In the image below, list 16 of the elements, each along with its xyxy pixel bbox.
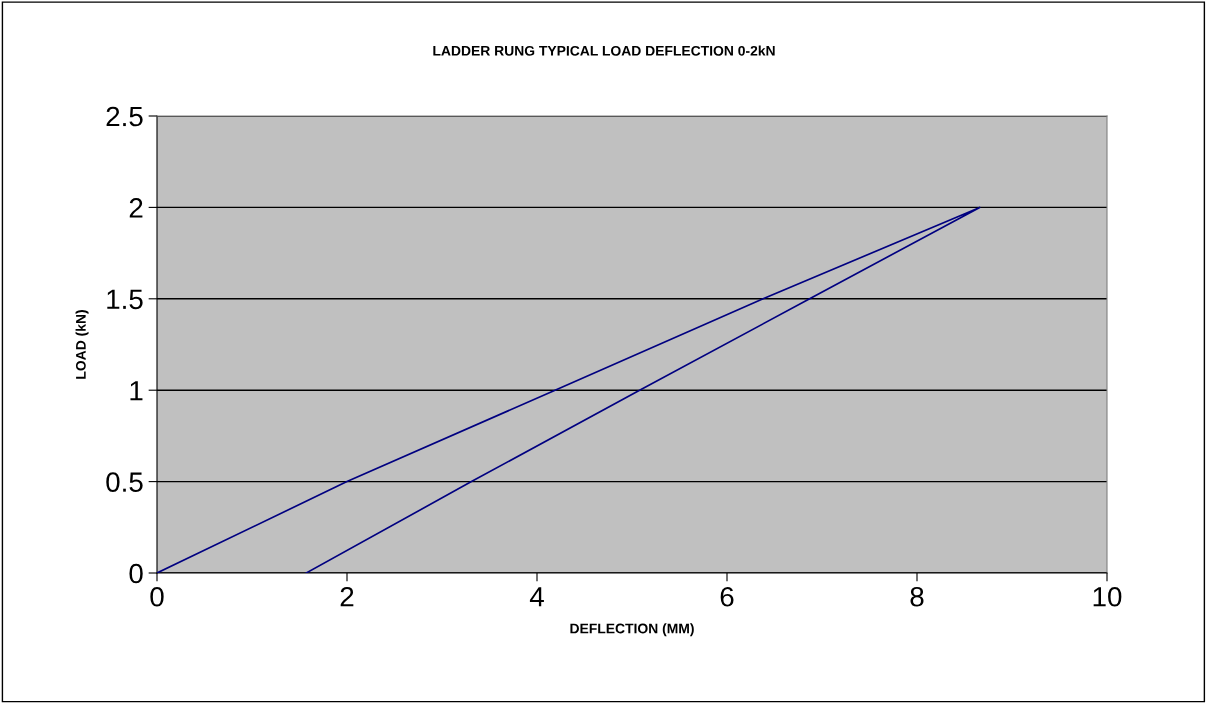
x-tick-label: 10	[1093, 586, 1122, 607]
y-tick-label: 1.5	[107, 289, 143, 310]
x-tick-label: 6	[720, 586, 734, 607]
chart-title: LADDER RUNG TYPICAL LOAD DEFLECTION 0-2kN	[433, 45, 775, 56]
x-tick-label: 4	[529, 587, 544, 607]
y-tick-label: 0.5	[106, 472, 143, 492]
x-axis-title: DEFLECTION (MM)	[570, 623, 694, 637]
y-tick-label: 2.5	[106, 106, 143, 127]
y-tick-label: 2	[129, 198, 143, 218]
y-tick-label: 0	[129, 563, 143, 584]
line-series	[157, 206, 981, 573]
x-tick-label: 0	[150, 586, 164, 607]
x-tick-label: 8	[910, 586, 924, 607]
x-tick-label: 2	[340, 586, 354, 607]
y-axis-title: LOAD (kN)	[75, 310, 89, 379]
y-tick-label: 1	[130, 381, 143, 401]
